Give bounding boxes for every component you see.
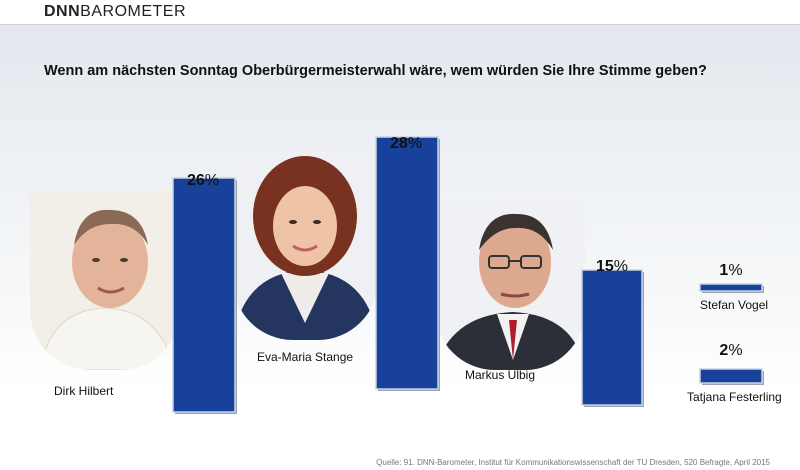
value-label-tatjana-festerling: 2% [691,342,771,360]
portrait-dirk-hilbert-icon [30,190,180,370]
unit-label: % [613,258,629,275]
chart-title: Wenn am nächsten Sonntag Oberbürgermeist… [44,63,707,79]
value-number: 15 [595,258,614,275]
source-note: Quelle: 91. DNN-Barometer, Institut für … [376,458,770,467]
brand-logo: DNNBAROMETER [44,3,186,21]
unit-label: % [728,342,743,359]
bar-dirk-hilbert [172,177,236,413]
category-label-stefan-vogel: Stefan Vogel [700,298,769,312]
brand-part-2: BAROMETER [80,3,187,20]
value-number: 1 [719,262,729,279]
unit-label: % [407,135,423,152]
bar-stefan-vogel [699,283,763,292]
category-label-dirk-hilbert: Dirk Hilbert [54,384,114,398]
value-number: 28 [389,135,408,152]
portrait-markus-ulbig-icon [435,200,585,370]
bar-tatjana-festerling [699,368,763,384]
unit-label: % [204,172,220,189]
portrait-eva-maria-stange-icon [233,148,378,340]
value-label-stefan-vogel: 1% [691,262,771,280]
header-bar: DNNBAROMETER [0,0,800,25]
unit-label: % [728,262,743,279]
bar-eva-maria-stange [375,136,439,390]
brand-part-1: DNN [44,3,81,20]
category-label-markus-ulbig: Markus Ulbig [465,368,536,382]
category-label-tatjana-festerling: Tatjana Festerling [687,390,782,404]
value-label-eva-maria-stange: 28% [366,135,446,153]
bar-markus-ulbig [581,269,643,406]
category-label-eva-maria-stange: Eva-Maria Stange [257,350,354,364]
value-label-dirk-hilbert: 26% [163,172,243,190]
value-number: 2 [719,342,729,359]
value-number: 26 [186,172,205,189]
value-label-markus-ulbig: 15% [572,258,652,276]
